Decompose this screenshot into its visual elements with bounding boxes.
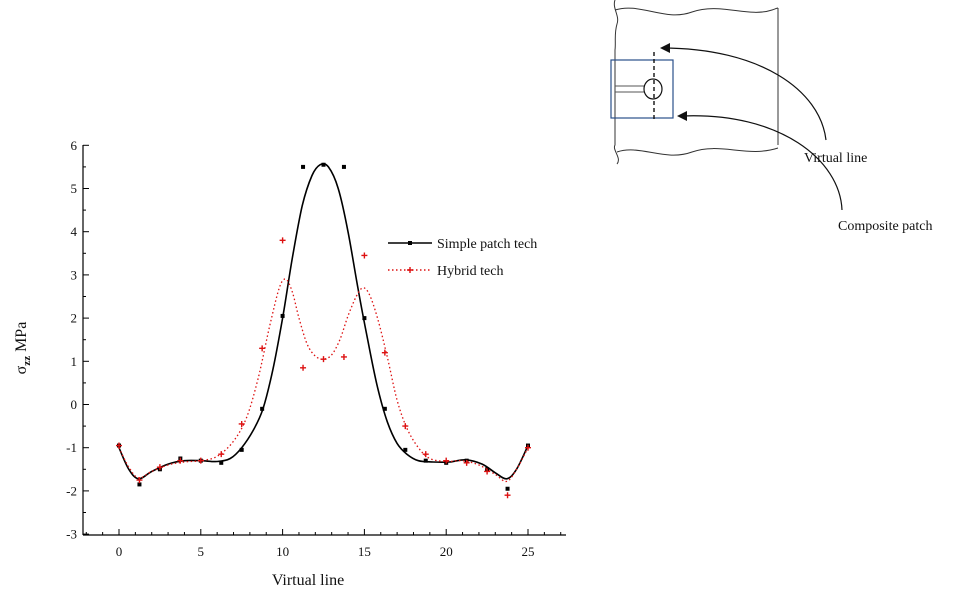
arrow-to-virtual-line xyxy=(661,47,827,141)
y-ticks: -3 -2 -1 0 1 2 3 4 5 6 xyxy=(66,138,89,542)
x-ticks: 0 5 10 15 20 25 xyxy=(85,529,562,559)
y-tick-label: 5 xyxy=(71,181,78,196)
legend-label-simple: Simple patch tech xyxy=(437,237,537,252)
data-point xyxy=(320,356,327,363)
data-point xyxy=(361,252,368,259)
legend-marker-simple xyxy=(408,241,412,245)
data-point xyxy=(340,353,347,360)
series-hybrid xyxy=(116,237,531,499)
x-tick-label: 15 xyxy=(358,544,371,559)
hole-circle xyxy=(643,78,663,100)
plot-area: -3 -2 -1 0 1 2 3 4 5 6 0 5 10 15 20 25 xyxy=(66,138,566,559)
data-point xyxy=(259,345,266,352)
composite-patch-rect xyxy=(610,59,674,119)
data-point xyxy=(219,460,224,465)
label-virtual-line: Virtual line xyxy=(804,151,867,166)
arrowhead-virtual-line xyxy=(660,43,670,53)
data-point xyxy=(156,464,163,471)
plate-bottom-edge xyxy=(616,147,779,156)
data-point xyxy=(403,447,408,452)
data-point xyxy=(443,457,450,464)
x-tick-label: 0 xyxy=(116,544,123,559)
y-tick-label: 1 xyxy=(71,354,78,369)
y-axis-title: σzz MPa xyxy=(13,322,33,375)
data-point xyxy=(423,458,428,463)
y-tick-label: -2 xyxy=(66,483,77,498)
x-axis-title: Virtual line xyxy=(272,572,344,589)
data-point xyxy=(279,237,286,244)
series-line-hybrid xyxy=(118,278,529,483)
data-point xyxy=(362,316,367,321)
data-point xyxy=(300,364,307,371)
data-point xyxy=(381,349,388,356)
legend-item-hybrid: Hybrid tech xyxy=(388,264,503,279)
data-point xyxy=(260,406,265,411)
data-point xyxy=(280,313,285,318)
y-tick-label: 6 xyxy=(71,138,78,153)
data-point xyxy=(238,420,245,427)
legend-marker-hybrid xyxy=(407,267,413,273)
data-point xyxy=(505,486,510,491)
plate-left-edge xyxy=(613,0,619,165)
x-tick-label: 5 xyxy=(198,544,205,559)
data-point xyxy=(136,477,143,484)
legend-label-hybrid: Hybrid tech xyxy=(437,264,503,279)
data-point xyxy=(137,482,142,487)
y-tick-label: 2 xyxy=(71,311,78,326)
data-point xyxy=(218,451,225,458)
x-tick-label: 25 xyxy=(522,544,535,559)
label-composite-patch: Composite patch xyxy=(838,219,933,234)
y-tick-label: -1 xyxy=(66,440,77,455)
series-layer xyxy=(116,162,531,499)
x-tick-label: 20 xyxy=(440,544,453,559)
legend: Simple patch tech Hybrid tech xyxy=(388,237,537,279)
x-tick-label: 10 xyxy=(276,544,289,559)
data-point xyxy=(382,406,387,411)
series-simple xyxy=(117,162,530,491)
y-tick-label: 4 xyxy=(71,224,78,239)
data-point xyxy=(301,164,306,169)
data-point xyxy=(402,423,409,430)
arrow-to-composite-patch xyxy=(681,115,843,211)
data-point xyxy=(239,447,244,452)
data-point xyxy=(197,457,204,464)
y-tick-label: 3 xyxy=(71,267,78,282)
data-point xyxy=(504,492,511,499)
plate-diagram: Virtual line Composite patch xyxy=(610,0,933,234)
data-point xyxy=(463,459,470,466)
series-line-simple xyxy=(118,162,529,480)
plate-top-edge xyxy=(614,7,779,16)
data-point xyxy=(422,451,429,458)
data-point xyxy=(525,444,531,451)
y-tick-label: 0 xyxy=(71,397,78,412)
data-point xyxy=(177,457,184,464)
data-point xyxy=(116,442,122,449)
y-axis-title-symbol: σ xyxy=(13,365,30,374)
y-tick-label: -3 xyxy=(66,527,77,542)
legend-item-simple: Simple patch tech xyxy=(388,237,537,252)
arrowhead-composite-patch xyxy=(677,111,687,121)
data-point xyxy=(341,164,346,169)
y-axis-title-unit: MPa xyxy=(13,322,30,352)
data-point xyxy=(321,162,326,167)
data-point xyxy=(484,468,491,475)
y-axis-title-subscript: zz xyxy=(21,356,33,366)
